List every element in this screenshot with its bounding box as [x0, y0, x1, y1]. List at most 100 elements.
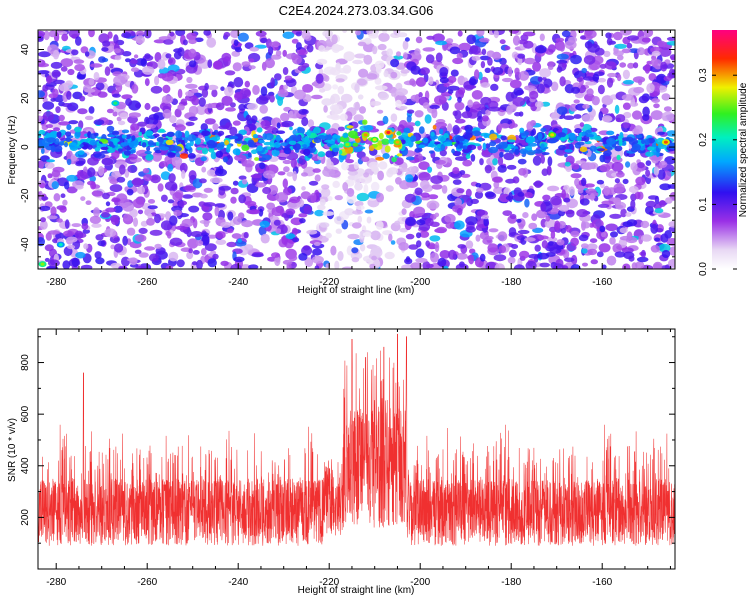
spectrogram-cell	[474, 190, 484, 199]
spectrogram-cell	[338, 67, 350, 74]
spectrogram-cell	[414, 48, 421, 56]
spectrogram-cell	[439, 76, 449, 84]
spectrogram-cell	[461, 145, 468, 150]
spectrogram-cell	[511, 244, 519, 249]
spectrogram-cell	[208, 147, 215, 153]
spectrogram-cell	[52, 49, 60, 60]
spectrogram-cell	[597, 77, 607, 83]
spectrogram-cell	[635, 176, 646, 186]
colorbar-tick-label: 0.1	[698, 197, 709, 211]
spectrogram-cell	[599, 225, 606, 233]
spectrogram-cell	[74, 126, 82, 133]
spectrogram-cell	[534, 244, 541, 252]
spectrogram-cell	[89, 175, 96, 183]
spectrogram-cell	[355, 101, 360, 111]
spectrogram-cell	[101, 157, 114, 166]
spectrogram-cell	[475, 234, 481, 242]
spectrogram-cell	[383, 70, 389, 78]
spectrogram-cell	[222, 156, 229, 163]
spectrogram-cell	[204, 118, 216, 125]
snr-y-tick-label: 600	[20, 405, 31, 422]
spectrogram-cell	[157, 183, 164, 192]
spectrogram-cell	[587, 43, 600, 53]
spectrogram-cell	[574, 128, 582, 134]
spectrogram-cell	[432, 124, 437, 130]
spectrogram-cell	[44, 162, 55, 169]
spectrogram-cell	[248, 58, 255, 63]
spectrogram-cell	[367, 198, 380, 208]
spectrogram-y-tick-label: 20	[20, 92, 31, 104]
spectrogram-cell	[137, 121, 147, 127]
spectrogram-cell	[283, 166, 290, 173]
spectrogram-cell	[614, 43, 627, 49]
spectrogram-cell	[153, 112, 166, 121]
spectrogram-cell	[471, 90, 483, 100]
spectrogram-cell	[71, 257, 79, 268]
spectrogram-cell	[275, 130, 286, 134]
spectrogram-cell	[384, 251, 395, 260]
spectrogram-cell	[575, 92, 584, 99]
spectrogram-cell	[476, 187, 484, 193]
spectrogram-cell	[231, 233, 242, 239]
spectrogram-cell	[50, 97, 56, 102]
spectrogram-cell	[74, 64, 85, 72]
spectrogram-cell	[581, 67, 587, 74]
spectrogram-cell	[95, 82, 105, 91]
spectrogram-cell	[653, 166, 660, 176]
spectrogram-cell	[198, 97, 206, 107]
spectrogram-cell	[138, 227, 148, 234]
spectrogram-cell	[622, 178, 629, 185]
spectrogram-cell	[340, 93, 353, 103]
spectrogram-cell	[598, 111, 604, 121]
spectrogram-cell	[131, 178, 145, 186]
spectrogram-cell	[207, 84, 219, 91]
spectrogram-cell	[666, 130, 675, 137]
spectrogram-cell	[107, 31, 113, 39]
spectrogram-cell	[80, 264, 93, 269]
spectrogram-cell	[47, 259, 60, 267]
spectrogram-cell	[452, 179, 462, 185]
spectrogram-cell	[101, 47, 109, 52]
spectrogram-cell	[200, 156, 207, 162]
spectrogram-cell	[540, 202, 547, 212]
spectrogram-cell	[355, 205, 365, 211]
spectrogram-cell	[657, 131, 665, 135]
spectrogram-cell	[399, 180, 411, 190]
spectrogram-cell	[316, 58, 328, 65]
spectrogram-cell	[114, 55, 122, 61]
spectrogram-cell	[87, 167, 96, 178]
spectrogram-cell	[251, 149, 258, 154]
spectrogram-cell	[642, 114, 650, 121]
spectrogram-cell	[238, 175, 247, 180]
spectrogram-cell	[321, 187, 331, 198]
spectrogram-cell	[509, 249, 517, 258]
spectrogram-cell	[321, 98, 333, 106]
spectrogram-cell	[318, 45, 326, 52]
spectrogram-cell	[492, 176, 503, 183]
spectrogram-cell	[207, 59, 213, 69]
spectrogram-cell	[622, 263, 631, 269]
spectrogram-cell	[241, 220, 254, 228]
spectrogram-cell	[248, 65, 256, 70]
spectrogram-cell	[75, 160, 86, 165]
spectrogram-cell	[597, 203, 610, 208]
spectrogram-cell	[395, 99, 402, 108]
spectrogram-cell	[642, 106, 650, 117]
spectrogram-cell	[599, 154, 606, 163]
spectrogram-cell	[446, 38, 454, 44]
spectrogram-cell	[194, 37, 204, 43]
spectrogram-cell	[169, 237, 183, 246]
spectrogram-cell	[271, 252, 280, 258]
spectrogram-cell	[658, 160, 668, 168]
spectrogram-cell	[97, 240, 106, 247]
spectrogram-cell	[129, 59, 138, 64]
spectrogram-cell	[185, 121, 195, 126]
spectrogram-cell	[135, 265, 147, 269]
spectrogram-cell	[443, 141, 453, 147]
spectrogram-cell	[622, 102, 631, 110]
spectrogram-cell	[622, 221, 633, 228]
spectrogram-cell	[45, 124, 53, 129]
spectrogram-cell	[113, 101, 118, 105]
spectrogram-cell	[175, 30, 186, 37]
spectrogram-cell	[524, 192, 533, 198]
